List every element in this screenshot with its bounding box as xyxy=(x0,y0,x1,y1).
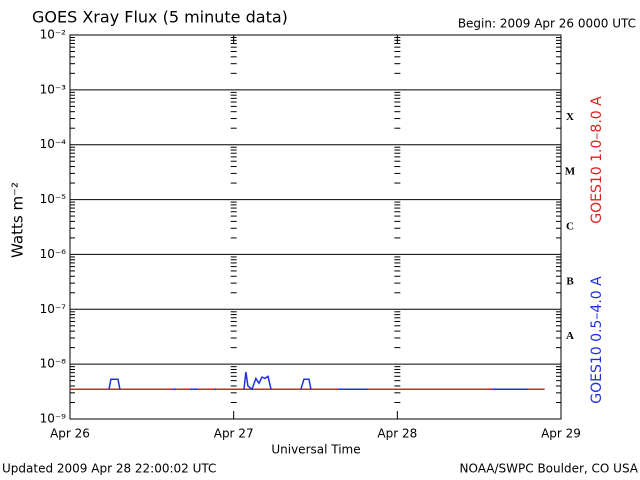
y-tick-label: 10⁻⁶ xyxy=(40,247,67,261)
series-line xyxy=(108,371,528,391)
y-tick-label: 10⁻⁴ xyxy=(40,137,67,151)
y-tick-label: 10⁻⁸ xyxy=(40,357,67,371)
legend-entry: GOES10 0.5–4.0 A xyxy=(589,276,605,404)
class-label: B xyxy=(566,275,574,287)
y-axis-label: Watts m⁻² xyxy=(9,182,27,258)
y-tick-label: 10⁻⁹ xyxy=(40,412,67,426)
footer-left: Updated 2009 Apr 28 22:00:02 UTC xyxy=(2,462,216,476)
y-tick-label: 10⁻⁵ xyxy=(40,192,67,206)
y-tick-label: 10⁻³ xyxy=(40,82,67,96)
class-label: M xyxy=(565,166,576,178)
x-tick-label: Apr 29 xyxy=(541,427,581,441)
class-label: C xyxy=(566,221,574,233)
class-label: X xyxy=(566,111,574,123)
y-tick-label: 10⁻² xyxy=(40,28,67,42)
x-axis-label: Universal Time xyxy=(271,443,360,457)
plot-frame xyxy=(69,34,562,420)
x-tick-label: Apr 28 xyxy=(377,427,417,441)
legend-entry: GOES10 1.0–8.0 A xyxy=(589,96,605,224)
class-label: A xyxy=(566,330,574,342)
chart-title: GOES Xray Flux (5 minute data) xyxy=(32,8,288,27)
x-tick-label: Apr 27 xyxy=(214,427,254,441)
footer-right: NOAA/SWPC Boulder, CO USA xyxy=(460,462,639,476)
y-tick-label: 10⁻⁷ xyxy=(40,302,67,316)
x-tick-label: Apr 26 xyxy=(50,427,90,441)
chart-subtitle: Begin: 2009 Apr 26 0000 UTC xyxy=(458,17,636,31)
